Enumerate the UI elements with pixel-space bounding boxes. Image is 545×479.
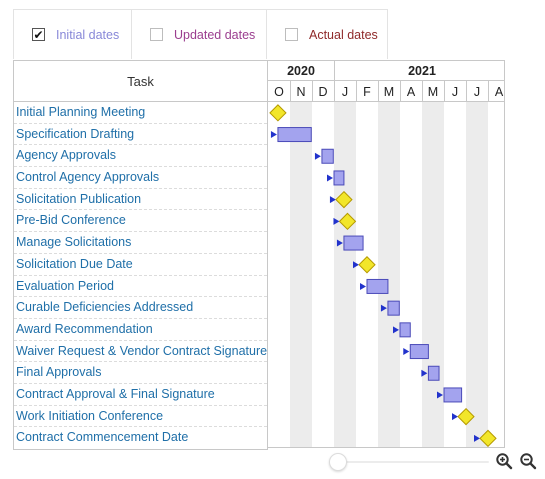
- legend-initial-label: Initial dates: [56, 27, 120, 42]
- dependency-arrow: [421, 369, 428, 377]
- dependency-arrow: [403, 348, 410, 356]
- legend-updated-dates[interactable]: Updated dates: [132, 10, 267, 59]
- task-row[interactable]: Contract Commencement Date: [16, 430, 189, 445]
- task-row[interactable]: Solicitation Due Date: [14, 254, 267, 276]
- task-bar[interactable]: [333, 170, 345, 186]
- month-label: D: [318, 85, 327, 99]
- task-bar[interactable]: [387, 300, 400, 316]
- zoom-out-icon[interactable]: [519, 452, 537, 470]
- dependency-arrow: [353, 261, 359, 269]
- milestone-marker[interactable]: [479, 429, 497, 447]
- task-bar[interactable]: [399, 322, 411, 338]
- month-shade: [422, 102, 444, 447]
- month-shade: [378, 102, 400, 447]
- task-bar[interactable]: [409, 344, 429, 360]
- month-label: O: [274, 85, 284, 99]
- task-row[interactable]: Control Agency Approvals: [14, 167, 267, 189]
- dependency-arrow: [270, 131, 277, 139]
- dependency-arrow: [380, 304, 387, 312]
- month-label: A: [495, 85, 504, 99]
- task-row[interactable]: Evaluation Period: [14, 276, 267, 298]
- month-label: J: [474, 85, 480, 99]
- gantt-chart: 2020 2021 O N D J F M A M J J A: [268, 60, 505, 448]
- year-label: 2020: [287, 64, 315, 78]
- dependency-arrow: [452, 413, 458, 421]
- milestone-marker[interactable]: [269, 104, 287, 122]
- dependency-arrow: [360, 282, 366, 290]
- zoom-in-icon[interactable]: [495, 452, 513, 470]
- task-row[interactable]: Contract Approval & Final Signature: [14, 384, 267, 406]
- task-row[interactable]: Manage Solicitations: [14, 232, 267, 254]
- task-table: Task Initial Planning Meeting Specificati…: [13, 60, 268, 450]
- actual-dates-checkbox[interactable]: [285, 28, 298, 41]
- zoom-slider[interactable]: [329, 453, 489, 471]
- month-label: J: [452, 85, 458, 99]
- task-row[interactable]: Agency Approvals: [14, 145, 267, 168]
- task-bar[interactable]: [443, 387, 463, 403]
- task-bar[interactable]: [343, 235, 364, 251]
- dependency-arrow: [336, 239, 343, 247]
- dependency-arrow: [393, 326, 399, 334]
- month-shade: [290, 102, 312, 447]
- task-row[interactable]: Specification Drafting: [14, 124, 267, 146]
- dependency-arrow: [329, 196, 336, 204]
- year-label: 2021: [408, 64, 436, 78]
- milestone-marker[interactable]: [338, 212, 357, 231]
- task-column-header: Task: [14, 61, 267, 102]
- task-row[interactable]: Initial Planning Meeting: [14, 102, 267, 124]
- updated-dates-checkbox[interactable]: [150, 28, 163, 41]
- legend: ✔ Initial dates Updated dates Actual dat…: [13, 9, 388, 59]
- legend-actual-label: Actual dates: [309, 27, 378, 42]
- month-label: M: [384, 85, 394, 99]
- dependency-arrow: [437, 391, 443, 399]
- task-bar[interactable]: [366, 278, 389, 294]
- legend-actual-dates[interactable]: Actual dates: [267, 10, 387, 59]
- dependency-arrow: [333, 217, 340, 225]
- month-shade: [466, 102, 488, 447]
- dependency-arrow: [474, 434, 480, 442]
- month-label: M: [428, 85, 438, 99]
- task-row[interactable]: Award Recommendation: [14, 319, 267, 341]
- initial-dates-checkbox[interactable]: ✔: [32, 27, 45, 42]
- task-row[interactable]: Curable Deficiencies Addressed: [14, 297, 267, 319]
- month-label: N: [296, 85, 305, 99]
- legend-initial-dates[interactable]: ✔ Initial dates: [14, 10, 132, 59]
- dependency-arrow: [314, 152, 321, 160]
- task-row[interactable]: Work Initiation Conference: [14, 406, 267, 428]
- zoom-slider-track[interactable]: [337, 461, 489, 463]
- legend-updated-label: Updated dates: [174, 27, 256, 42]
- month-label: F: [363, 85, 371, 99]
- zoom-slider-thumb[interactable]: [329, 453, 347, 471]
- task-row[interactable]: Solicitation Publication: [14, 189, 267, 211]
- task-list: Initial Planning Meeting Specification Dr…: [14, 102, 267, 449]
- milestone-marker[interactable]: [335, 190, 353, 209]
- task-row[interactable]: Pre-Bid Conference: [14, 210, 267, 233]
- task-row[interactable]: Final Approvals: [14, 362, 267, 384]
- dependency-arrow: [327, 174, 333, 182]
- month-shade: [334, 102, 356, 447]
- task-bar[interactable]: [427, 365, 440, 381]
- task-bar[interactable]: [321, 148, 334, 164]
- task-bar[interactable]: [277, 127, 312, 143]
- month-label: J: [342, 85, 348, 99]
- milestone-marker[interactable]: [358, 256, 376, 274]
- task-row[interactable]: Waiver Request & Vendor Contract Signatu…: [14, 341, 267, 363]
- month-label: A: [407, 85, 416, 99]
- milestone-marker[interactable]: [457, 407, 475, 426]
